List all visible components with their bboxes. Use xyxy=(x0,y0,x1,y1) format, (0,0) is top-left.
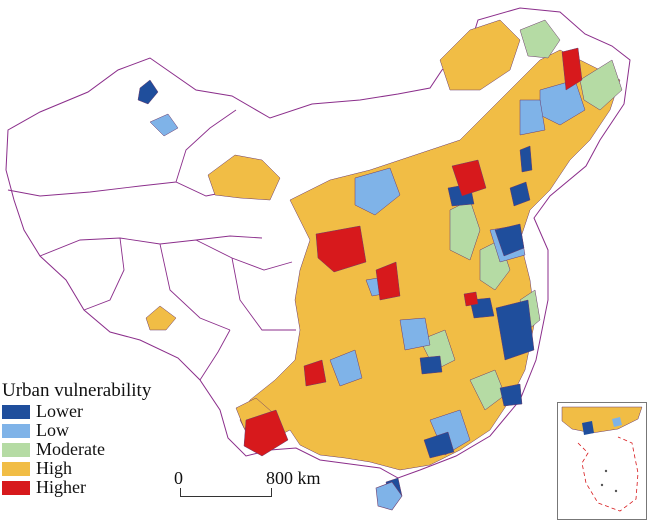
legend-item: Low xyxy=(2,420,192,440)
legend-swatch xyxy=(2,423,30,438)
inset-map xyxy=(557,402,647,520)
legend-item: Moderate xyxy=(2,439,192,459)
legend-swatch xyxy=(2,442,30,457)
legend-item: Higher xyxy=(2,477,192,497)
legend-swatch xyxy=(2,480,30,495)
legend-item: Lower xyxy=(2,401,192,421)
city-regions xyxy=(137,19,623,499)
legend-label: Low xyxy=(36,420,69,440)
legend: Urban vulnerability Lower Low Moderate High… xyxy=(2,380,192,497)
island-outline xyxy=(375,481,403,511)
scale-line xyxy=(180,488,272,497)
legend-swatch xyxy=(2,404,30,419)
province-boundaries xyxy=(7,109,296,381)
legend-label: Higher xyxy=(36,477,86,497)
legend-title: Urban vulnerability xyxy=(2,380,152,401)
legend-item: High xyxy=(2,458,192,478)
legend-label: Lower xyxy=(36,401,83,421)
legend-label: Moderate xyxy=(36,439,105,459)
scale-distance-label: 800 km xyxy=(266,468,321,488)
legend-swatch xyxy=(2,461,30,476)
scale-bar: 0 800 km xyxy=(170,468,340,504)
inset-svg xyxy=(561,406,643,512)
legend-label: High xyxy=(36,458,72,478)
scale-zero-label: 0 xyxy=(174,468,183,488)
